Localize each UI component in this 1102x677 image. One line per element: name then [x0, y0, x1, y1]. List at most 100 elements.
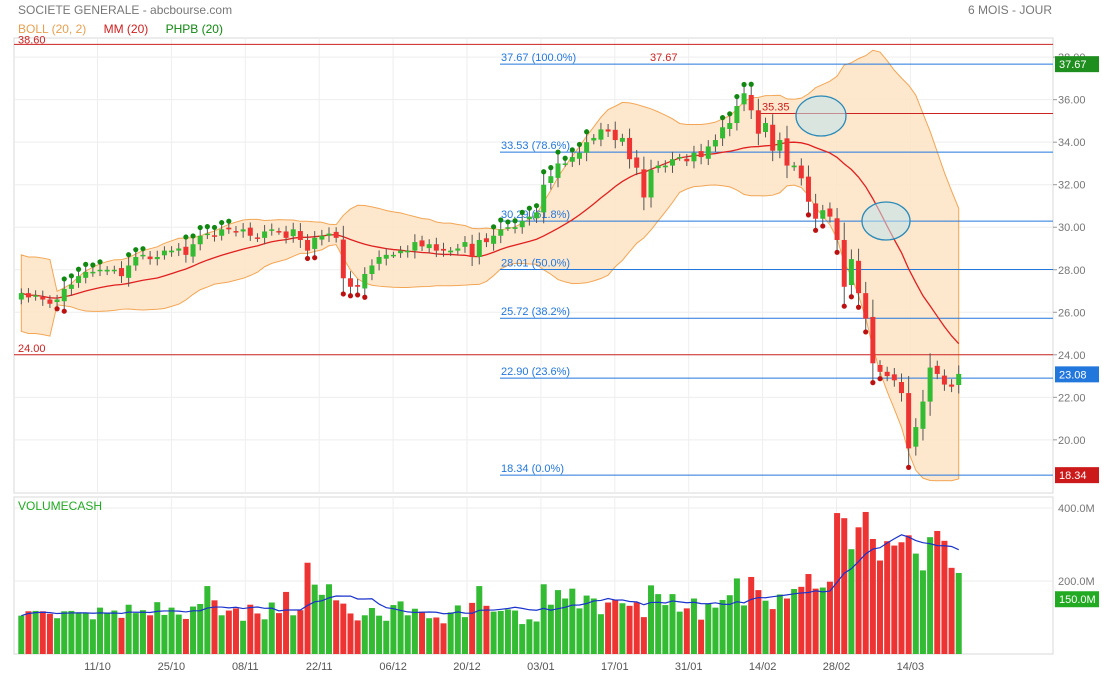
- fib-label: 33.53 (78.6%): [501, 140, 570, 152]
- candle-body: [720, 127, 726, 139]
- volume-bar: [275, 613, 282, 654]
- volume-bar: [669, 594, 676, 654]
- volume-bar: [304, 562, 311, 654]
- ma-line: [21, 141, 960, 345]
- candle-body: [641, 169, 647, 198]
- phpb-high-marker: [61, 276, 67, 282]
- candle-body: [584, 142, 590, 153]
- volume-bar: [283, 591, 290, 654]
- price-tick-label: 28.00: [1058, 265, 1086, 277]
- date-axis: 11/10 25/10 08/11 22/11 06/12 20/12 03/01 17/01…: [84, 661, 924, 673]
- volume-bar: [132, 613, 139, 654]
- last-badge: 23.08: [1059, 369, 1087, 381]
- volume-bar: [89, 619, 96, 654]
- candle-body: [441, 248, 447, 251]
- candle-body: [262, 231, 268, 238]
- volume-bar: [111, 610, 118, 654]
- volume-bar: [190, 606, 197, 654]
- volume-bar: [626, 605, 633, 654]
- phpb-high-marker: [83, 261, 89, 267]
- highlight-circle-bottom: [861, 201, 911, 241]
- volume-bar: [340, 603, 347, 654]
- volume-bar: [404, 615, 411, 654]
- candle-body: [240, 229, 246, 232]
- candle-body: [40, 296, 46, 300]
- candle-body: [891, 374, 897, 381]
- candle-body: [254, 237, 260, 239]
- candle-body: [612, 129, 618, 141]
- volume-bar: [748, 576, 755, 654]
- volume-bar: [891, 545, 898, 654]
- candle-body: [941, 375, 947, 385]
- phpb-low-marker: [848, 294, 854, 300]
- candle-body: [906, 393, 912, 449]
- date-tick-label: 08/11: [232, 661, 259, 673]
- indicator-legend: BOLL (20, 2) MM (20) PHPB (20): [18, 22, 237, 36]
- candle-body: [834, 218, 840, 240]
- candle-body: [483, 238, 489, 243]
- candle-body: [147, 256, 153, 260]
- candle-body: [247, 227, 253, 236]
- candle-body: [727, 123, 733, 129]
- volume-bar: [232, 608, 239, 654]
- volume-bar: [383, 620, 390, 654]
- candle-body: [176, 248, 182, 251]
- candle-body: [383, 254, 389, 259]
- candle-body: [76, 276, 82, 283]
- phpb-high-marker: [719, 115, 726, 121]
- fib-label: 28.01 (50.0%): [501, 258, 570, 270]
- candle-body: [648, 169, 654, 198]
- date-tick-label: 11/10: [84, 661, 111, 673]
- candle-body: [934, 365, 940, 374]
- fib-label: 25.72 (38.2%): [501, 306, 570, 318]
- volume-badge: 150.0M: [1059, 594, 1096, 606]
- candle-body: [283, 231, 289, 238]
- volume-bar: [490, 611, 497, 654]
- phpb-low-marker: [877, 376, 883, 382]
- candle-body: [290, 229, 296, 237]
- volume-bar: [497, 610, 504, 654]
- phpb-high-marker: [526, 205, 532, 211]
- candle-body: [863, 293, 869, 319]
- candle-body: [405, 250, 411, 253]
- volume-bar: [698, 619, 705, 654]
- volume-moving-average: [21, 534, 959, 617]
- phpb-low-marker: [841, 303, 847, 309]
- volume-bar: [733, 578, 740, 654]
- volume-bar: [912, 553, 919, 654]
- candle-body: [877, 365, 883, 372]
- candle-body: [870, 316, 876, 364]
- price-tick-label: 34.00: [1058, 137, 1086, 149]
- date-tick-label: 14/03: [897, 661, 925, 673]
- phpb-low-marker: [347, 293, 354, 299]
- price-badges: 37.67 23.08 18.34 150.0M: [1055, 56, 1099, 608]
- candle-body: [541, 184, 547, 213]
- volume-bar: [597, 614, 604, 654]
- candle-body: [376, 256, 382, 264]
- candle-body: [83, 271, 89, 278]
- candle-body: [469, 243, 475, 257]
- candle-body: [390, 254, 396, 257]
- phpb-low-marker: [870, 380, 876, 386]
- price-axis: 20.00 22.00 24.00 26.00 28.00 30.00 32.00 34.00…: [1058, 52, 1086, 447]
- volume-bar: [683, 608, 690, 654]
- candle-body: [634, 157, 640, 168]
- legend-phpb: PHPB (20): [165, 22, 223, 36]
- candle-body: [412, 242, 418, 251]
- phpb-high-marker: [512, 218, 518, 224]
- volume-bar: [75, 612, 82, 654]
- phpb-high-marker: [548, 165, 554, 171]
- volume-bar: [254, 613, 261, 654]
- candle-body: [426, 244, 432, 249]
- chart-labels: 38.60 24.00 35.35 37.67: [18, 34, 790, 354]
- resistance-label: 38.60: [18, 34, 46, 46]
- volume-bar: [755, 590, 762, 654]
- phpb-low-marker: [820, 223, 826, 229]
- candle-body: [555, 163, 561, 178]
- candle-body: [784, 138, 790, 166]
- volume-bar: [533, 621, 540, 654]
- candle-body: [433, 244, 439, 251]
- candle-body: [333, 231, 339, 238]
- volume-bar: [941, 540, 948, 654]
- volume-bar: [225, 610, 232, 654]
